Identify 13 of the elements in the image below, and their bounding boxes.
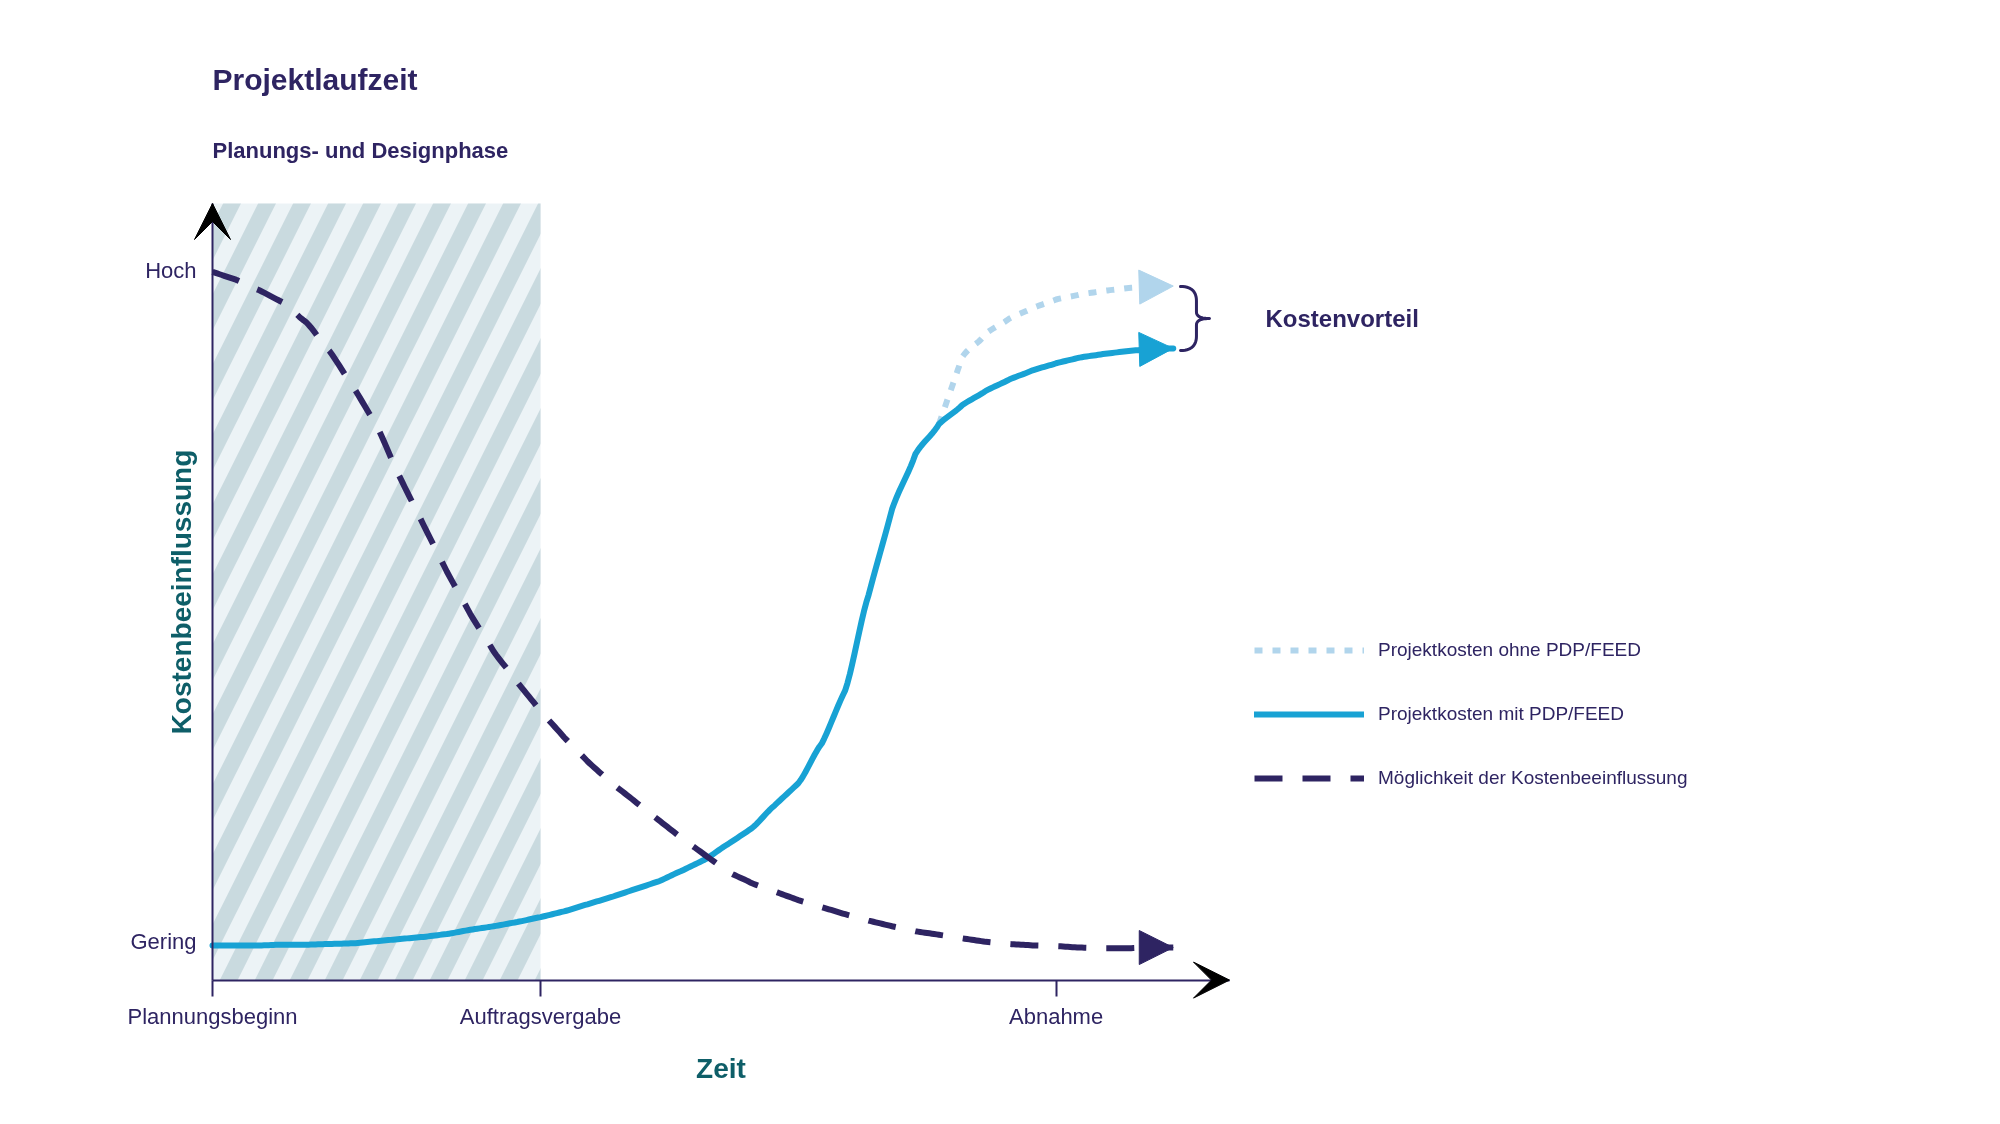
text: Hoch	[145, 258, 197, 283]
x-tick-label: Plannungsbeginn	[127, 1004, 298, 1030]
text: Möglichkeit der Kostenbeeinflussung	[1378, 767, 1688, 789]
band-label: Planungs- und Designphase	[212, 138, 509, 163]
x-tick-label: Auftragsvergabe	[459, 1004, 622, 1030]
chart-title: Projektlaufzeit	[212, 63, 418, 96]
text: Gering	[130, 929, 197, 954]
y-axis-title: Kostenbeeinflussung	[165, 449, 197, 735]
x-tick-label: Abnahme	[1009, 1004, 1104, 1030]
text: Projektkosten mit PDP/FEED	[1378, 703, 1625, 725]
text: Kostenvorteil	[1265, 305, 1419, 332]
text: Projektkosten ohne PDP/FEED	[1378, 639, 1641, 661]
x-axis-title: Zeit	[696, 1052, 746, 1084]
